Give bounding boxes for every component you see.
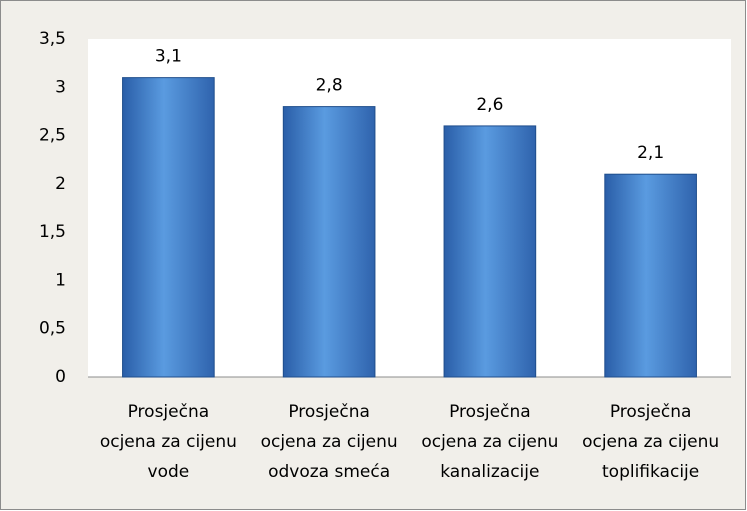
y-tick-label: 2,5 [39, 126, 66, 146]
bar [443, 125, 537, 378]
y-tick-label: 2 [55, 174, 66, 194]
data-label: 2,1 [637, 143, 664, 163]
y-tick-label: 0,5 [39, 319, 66, 339]
y-tick-label: 3,5 [39, 29, 66, 49]
data-label: 2,6 [476, 95, 503, 115]
y-tick-label: 3 [55, 77, 66, 97]
x-tick-label: Prosječna ocjena za cijenu toplifikacije [582, 402, 720, 482]
y-tick-label: 1 [55, 270, 66, 290]
bar [604, 173, 697, 378]
bar [122, 77, 215, 378]
bar [282, 106, 376, 378]
y-tick-label: 0 [55, 367, 66, 387]
y-tick-label: 1,5 [39, 222, 66, 242]
x-tick-label: Prosječna ocjena za cijenu odvoza smeća [260, 402, 398, 482]
data-label: 3,1 [155, 47, 182, 67]
x-tick-label: Prosječna ocjena za cijenu vode [99, 402, 237, 482]
data-label: 2,8 [316, 76, 343, 96]
x-tick-label: Prosječna ocjena za cijenu kanalizacije [421, 402, 559, 482]
